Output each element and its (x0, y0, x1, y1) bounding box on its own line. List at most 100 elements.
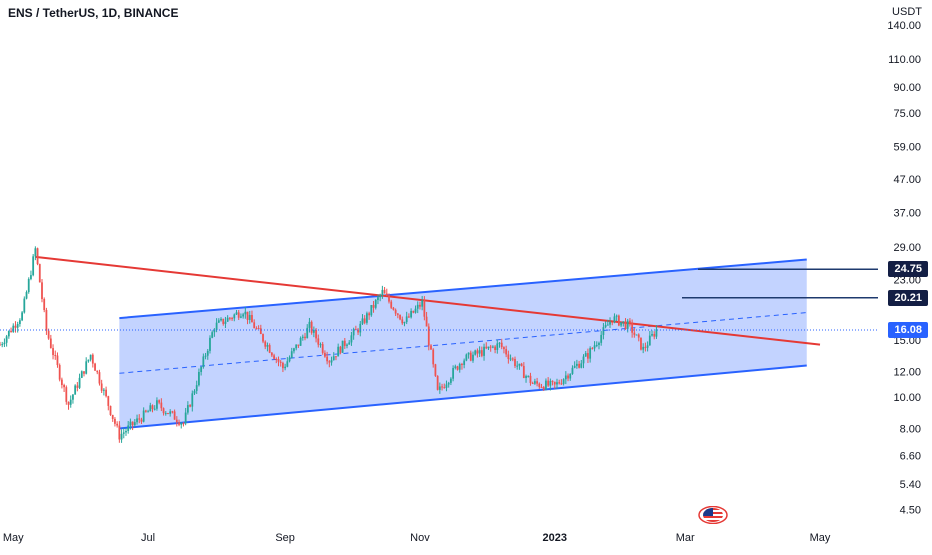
candle-body (315, 329, 317, 339)
candle-body (354, 329, 357, 331)
candle-body (111, 414, 114, 419)
candle-body (10, 330, 12, 332)
axes: 140.00 110.00 90.00 75.00 59.00 47.00 37.00 29.… (3, 20, 921, 544)
candle-body (551, 380, 554, 382)
candle-body (116, 423, 119, 426)
candle-body (186, 405, 189, 413)
candle-body (388, 295, 390, 302)
candle-body (436, 375, 439, 390)
level-price-badge: 24.75 (888, 261, 928, 278)
candle-body (485, 346, 488, 349)
candle-body (237, 312, 240, 318)
candle-body (5, 336, 8, 343)
candle-body (1, 344, 4, 346)
candle-body (242, 314, 245, 317)
candle-body (169, 411, 172, 414)
candle-body (308, 321, 311, 328)
candle-body (518, 363, 521, 366)
candle-body (438, 386, 441, 390)
candle-body (191, 393, 194, 407)
candle-body (602, 327, 605, 335)
candle-body (233, 314, 236, 319)
candle-body (41, 282, 43, 300)
candle-body (279, 361, 282, 363)
candle-body (434, 364, 437, 376)
candle-body (228, 317, 231, 319)
candle-body (335, 356, 337, 358)
candle-body (629, 320, 631, 323)
candle-body (372, 304, 375, 308)
candle-body (297, 344, 300, 346)
candle-body (122, 432, 125, 434)
candle-body (282, 362, 284, 369)
candle-body (158, 400, 161, 403)
candle-body (553, 381, 556, 385)
candle-body (379, 295, 382, 298)
candle-body (595, 344, 598, 346)
candle-body (231, 318, 233, 320)
candle-body (240, 316, 242, 318)
y-tick-label: 12.00 (893, 366, 921, 378)
candle-body (487, 346, 490, 349)
candle-body (538, 383, 541, 387)
candle-body (195, 385, 198, 391)
candle-body (651, 334, 653, 336)
candle-body (180, 423, 183, 425)
candle-body (562, 379, 565, 384)
candle-body (36, 248, 39, 265)
candle-body (277, 359, 280, 362)
candle-body (49, 338, 52, 349)
candle-body (522, 365, 525, 379)
candle-body (341, 340, 344, 353)
candle-body (131, 421, 134, 426)
candle-body (162, 408, 165, 414)
candle-body (56, 355, 59, 366)
candle-body (606, 324, 609, 326)
candle-body (474, 350, 477, 355)
candle-body (100, 383, 103, 391)
symbol-header[interactable]: ENS / TetherUS, 1D, BINANCE (8, 6, 179, 20)
candle-body (102, 389, 105, 391)
candle-body (653, 334, 656, 337)
candle-body (412, 310, 415, 313)
candle-body (60, 379, 63, 386)
candle-body (151, 405, 154, 410)
x-tick-label: Mar (676, 532, 695, 544)
candle-body (598, 342, 600, 345)
candle-body (366, 313, 368, 323)
candle-body (173, 411, 176, 420)
candle-body (399, 314, 401, 320)
candle-body (167, 413, 169, 415)
candle-body (220, 318, 222, 321)
candle-body (288, 357, 291, 362)
us-flag-icon[interactable] (698, 506, 728, 524)
candle-body (32, 256, 35, 276)
candle-body (461, 363, 463, 365)
drawings[interactable] (35, 255, 878, 430)
candle-body (105, 389, 107, 397)
candle-body (454, 366, 457, 369)
candle-body (209, 337, 211, 351)
candle-body (531, 383, 534, 385)
candle-body (648, 335, 651, 346)
candle-body (332, 356, 335, 361)
candle-body (520, 363, 523, 366)
candle-body (301, 336, 304, 338)
candle-body (120, 433, 123, 440)
level-price-badge: 20.21 (888, 289, 928, 306)
candle-body (80, 371, 83, 378)
candle-body (589, 348, 592, 359)
candle-body (385, 293, 388, 296)
candle-body (200, 367, 203, 372)
candle-body (96, 370, 99, 373)
y-tick-label: 37.00 (893, 207, 921, 219)
y-tick-label: 29.00 (893, 242, 921, 254)
candle-body (133, 422, 136, 426)
y-tick-label: 23.00 (893, 275, 921, 287)
candle-body (182, 423, 185, 425)
candle-body (540, 386, 543, 388)
candle-body (624, 321, 627, 329)
candle-body (631, 322, 634, 333)
